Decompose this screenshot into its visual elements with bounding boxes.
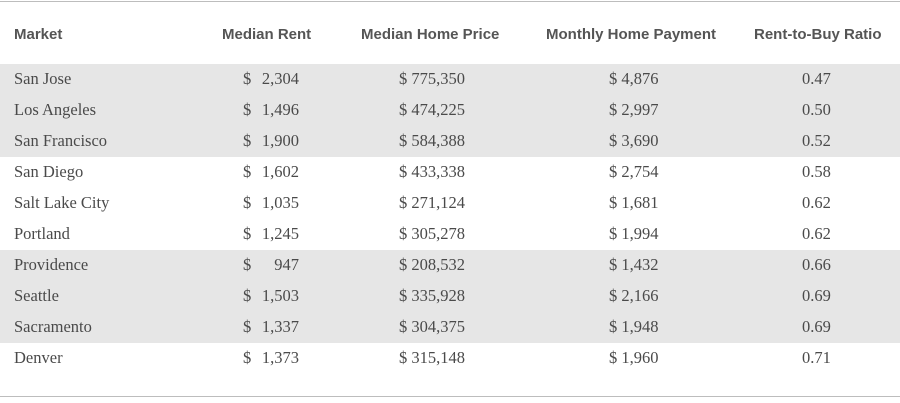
cell-monthly-home-payment: $ 2,166 (609, 286, 659, 305)
cell-median-home-price: $ 208,532 (399, 255, 465, 274)
cell-monthly-home-payment: $ 1,681 (609, 193, 659, 212)
cell-market: Salt Lake City (14, 193, 110, 212)
header-monthly-home-payment: Monthly Home Payment (546, 26, 717, 43)
table-row: Salt Lake City $1,035 $ 271,124 $ 1,681 0.62 (0, 188, 900, 219)
table-row: Sacramento $1,337 $ 304,375 $ 1,948 0.69 (0, 312, 900, 343)
table-row: San Jose $2,304 $ 775,350 $ 4,876 0.47 (0, 64, 900, 95)
rent-currency-symbol: $ (243, 317, 252, 336)
cell-monthly-home-payment: $ 1,432 (609, 255, 659, 274)
cell-rent-to-buy-ratio: 0.71 (802, 348, 831, 367)
bottom-divider (0, 396, 900, 397)
cell-monthly-home-payment: $ 1,948 (609, 317, 659, 336)
rent-currency-symbol: $ (243, 255, 252, 274)
rent-currency-symbol: $ (243, 348, 252, 367)
cell-market: San Jose (14, 69, 72, 88)
table-row: Providence $947 $ 208,532 $ 1,432 0.66 (0, 250, 900, 281)
rent-value: 947 (274, 255, 299, 274)
cell-median-rent: $1,602 (243, 162, 303, 182)
rent-value: 1,496 (261, 100, 299, 119)
cell-monthly-home-payment: $ 1,960 (609, 348, 659, 367)
cell-median-home-price: $ 474,225 (399, 100, 465, 119)
cell-market: Seattle (14, 286, 59, 305)
rent-value: 1,602 (261, 162, 299, 181)
cell-rent-to-buy-ratio: 0.66 (802, 255, 831, 274)
header-market: Market (14, 26, 63, 43)
rent-currency-symbol: $ (243, 193, 252, 212)
table-row: Los Angeles $1,496 $ 474,225 $ 2,997 0.50 (0, 95, 900, 126)
rent-value: 1,035 (261, 193, 299, 212)
cell-monthly-home-payment: $ 1,994 (609, 224, 659, 243)
cell-monthly-home-payment: $ 2,754 (609, 162, 659, 181)
cell-median-rent: $947 (243, 255, 303, 275)
cell-median-home-price: $ 305,278 (399, 224, 465, 243)
rent-value: 1,337 (261, 317, 299, 336)
rent-currency-symbol: $ (243, 69, 252, 88)
cell-median-home-price: $ 335,928 (399, 286, 465, 305)
cell-monthly-home-payment: $ 2,997 (609, 100, 659, 119)
cell-median-home-price: $ 775,350 (399, 69, 465, 88)
rent-currency-symbol: $ (243, 131, 252, 150)
cell-monthly-home-payment: $ 3,690 (609, 131, 659, 150)
table-header: Market Median Rent Median Home Price Mon… (0, 18, 900, 52)
cell-rent-to-buy-ratio: 0.62 (802, 193, 831, 212)
cell-market: San Diego (14, 162, 84, 181)
cell-median-home-price: $ 433,338 (399, 162, 465, 181)
cell-median-rent: $1,373 (243, 348, 303, 368)
cell-market: Providence (14, 255, 89, 274)
cell-median-rent: $1,245 (243, 224, 303, 244)
rent-currency-symbol: $ (243, 162, 252, 181)
cell-median-rent: $1,496 (243, 100, 303, 120)
table-row: Denver $1,373 $ 315,148 $ 1,960 0.71 (0, 343, 900, 374)
cell-rent-to-buy-ratio: 0.58 (802, 162, 831, 181)
rent-currency-symbol: $ (243, 224, 252, 243)
cell-rent-to-buy-ratio: 0.69 (802, 286, 831, 305)
cell-median-home-price: $ 584,388 (399, 131, 465, 150)
cell-rent-to-buy-ratio: 0.52 (802, 131, 831, 150)
cell-rent-to-buy-ratio: 0.62 (802, 224, 831, 243)
cell-median-rent: $1,503 (243, 286, 303, 306)
cell-market: Portland (14, 224, 70, 243)
cell-median-rent: $2,304 (243, 69, 303, 89)
rent-value: 1,373 (261, 348, 299, 367)
rent-value: 1,245 (261, 224, 299, 243)
cell-market: Sacramento (14, 317, 92, 336)
cell-monthly-home-payment: $ 4,876 (609, 69, 659, 88)
table-body: San Jose $2,304 $ 775,350 $ 4,876 0.47 Los An… (0, 64, 900, 374)
rent-value: 1,900 (261, 131, 299, 150)
header-median-home-price: Median Home Price (361, 26, 500, 43)
header-median-rent: Median Rent (222, 26, 312, 43)
rent-currency-symbol: $ (243, 100, 252, 119)
rent-currency-symbol: $ (243, 286, 252, 305)
table-row: San Diego $1,602 $ 433,338 $ 2,754 0.58 (0, 157, 900, 188)
cell-median-home-price: $ 315,148 (399, 348, 465, 367)
cell-median-home-price: $ 271,124 (399, 193, 465, 212)
top-divider (0, 1, 900, 2)
rent-value: 2,304 (261, 69, 299, 88)
cell-median-home-price: $ 304,375 (399, 317, 465, 336)
cell-median-rent: $1,900 (243, 131, 303, 151)
header-rent-to-buy-ratio: Rent-to-Buy Ratio (754, 26, 882, 43)
rent-value: 1,503 (261, 286, 299, 305)
cell-rent-to-buy-ratio: 0.47 (802, 69, 831, 88)
cell-market: San Francisco (14, 131, 108, 150)
table-row: Portland $1,245 $ 305,278 $ 1,994 0.62 (0, 219, 900, 250)
cell-median-rent: $1,035 (243, 193, 303, 213)
table-row: Seattle $1,503 $ 335,928 $ 2,166 0.69 (0, 281, 900, 312)
cell-median-rent: $1,337 (243, 317, 303, 337)
cell-rent-to-buy-ratio: 0.69 (802, 317, 831, 336)
cell-rent-to-buy-ratio: 0.50 (802, 100, 831, 119)
table-row: San Francisco $1,900 $ 584,388 $ 3,690 0.52 (0, 126, 900, 157)
cell-market: Denver (14, 348, 63, 367)
cell-market: Los Angeles (14, 100, 97, 119)
